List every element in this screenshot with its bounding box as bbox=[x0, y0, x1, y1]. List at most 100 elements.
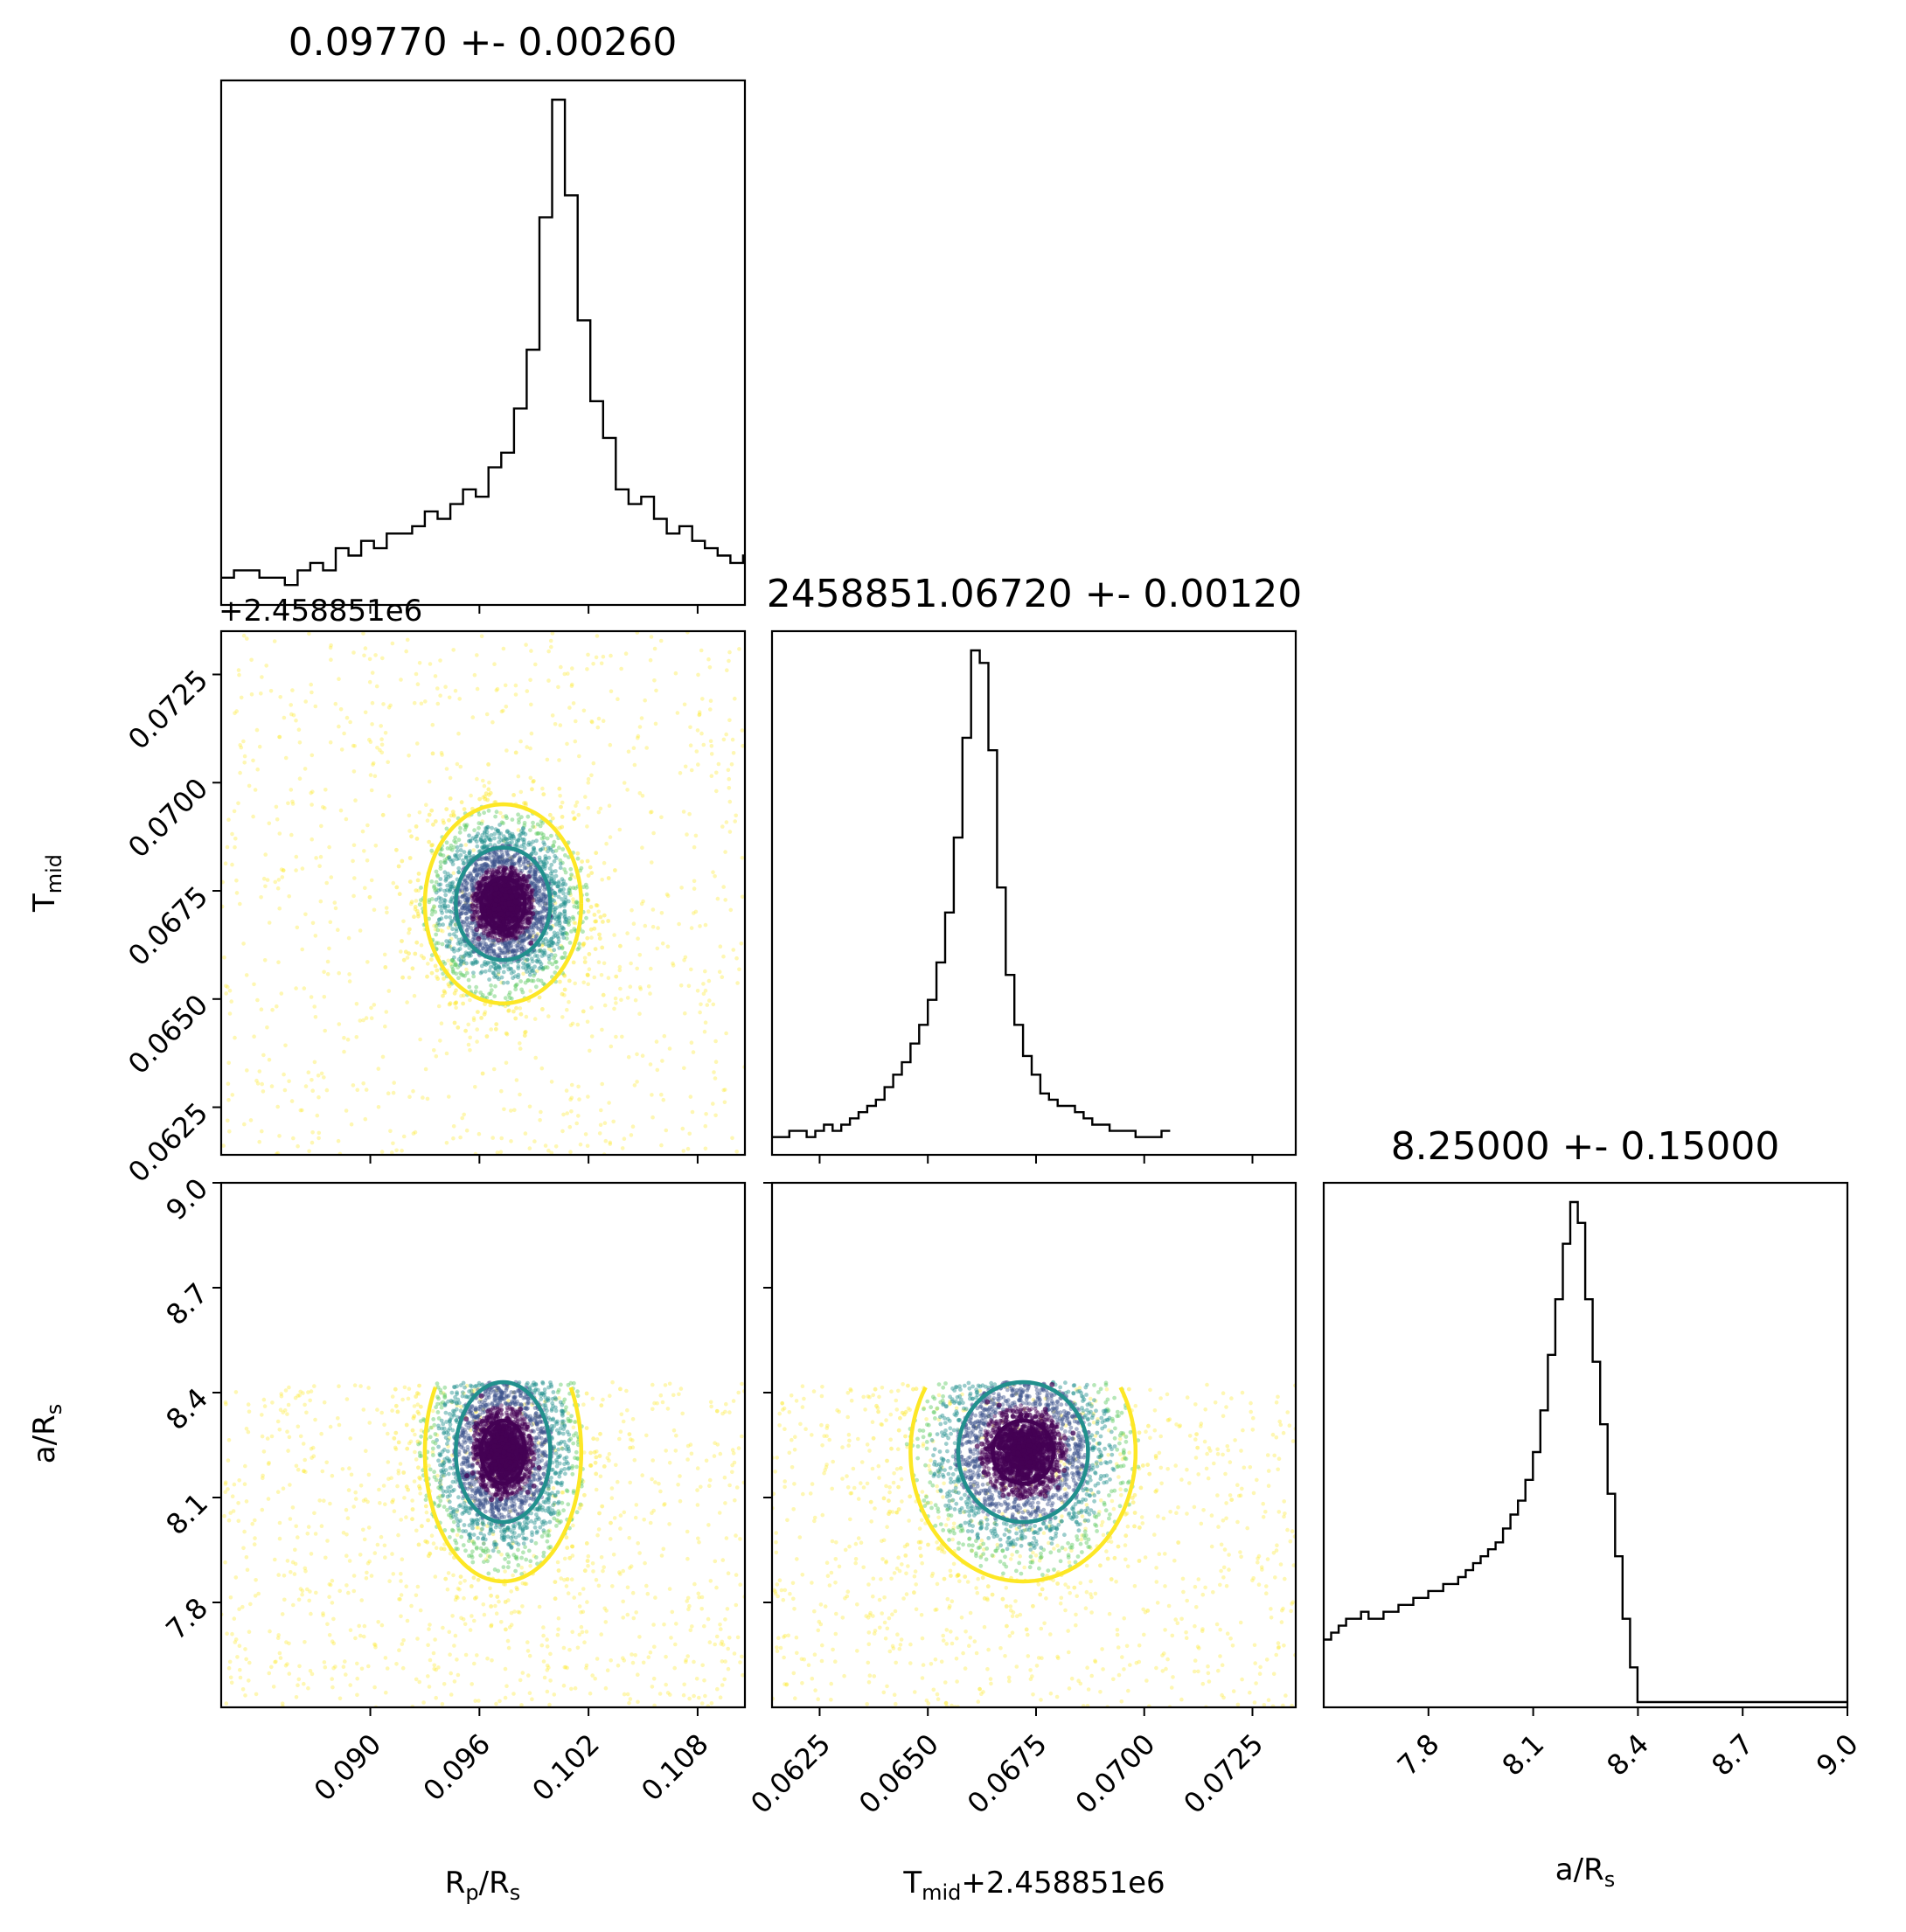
scatter-point bbox=[480, 993, 485, 997]
scatter-point bbox=[651, 1508, 656, 1513]
scatter-point bbox=[484, 857, 490, 862]
scatter-point bbox=[499, 980, 504, 985]
scatter-point bbox=[536, 927, 541, 931]
scatter-point bbox=[325, 972, 330, 976]
scatter-point bbox=[729, 762, 734, 767]
scatter-point bbox=[451, 970, 456, 975]
scatter-point bbox=[497, 953, 502, 957]
scatter-point bbox=[677, 1392, 681, 1397]
scatter-point bbox=[444, 840, 449, 845]
scatter-point bbox=[718, 1451, 723, 1456]
scatter-point bbox=[511, 949, 516, 954]
scatter-point bbox=[233, 1637, 239, 1642]
scatter-point bbox=[267, 921, 272, 925]
scatter-point bbox=[619, 1412, 624, 1417]
scatter-point bbox=[449, 843, 454, 848]
scatter-point bbox=[558, 928, 563, 933]
scatter-point bbox=[475, 1039, 479, 1044]
scatter-point bbox=[447, 695, 452, 700]
scatter-point bbox=[245, 1068, 249, 1073]
scatter-point bbox=[513, 750, 518, 755]
scatter-point bbox=[553, 900, 558, 906]
scatter-point bbox=[449, 895, 455, 900]
scatter-point bbox=[450, 958, 455, 963]
scatter-point bbox=[504, 705, 509, 709]
scatter-point bbox=[264, 664, 269, 668]
scatter-point bbox=[510, 949, 515, 954]
scatter-point bbox=[351, 743, 356, 748]
scatter-point bbox=[494, 851, 499, 857]
scatter-point bbox=[434, 886, 439, 892]
scatter-point bbox=[226, 984, 230, 990]
scatter-point bbox=[688, 1095, 693, 1099]
scatter-point bbox=[532, 824, 537, 830]
scatter-point bbox=[490, 942, 495, 948]
scatter-point bbox=[542, 842, 547, 847]
scatter-point bbox=[565, 1007, 569, 1012]
scatter-point bbox=[581, 1609, 586, 1615]
scatter-point bbox=[604, 1609, 609, 1613]
scatter-point bbox=[414, 824, 419, 829]
scatter-point bbox=[690, 1624, 694, 1629]
scatter-point bbox=[502, 882, 508, 888]
scatter-point bbox=[539, 1643, 545, 1648]
scatter-point bbox=[593, 947, 598, 951]
scatter-point bbox=[684, 1659, 688, 1664]
scatter-point bbox=[448, 944, 453, 949]
scatter-point bbox=[277, 906, 282, 911]
scatter-point bbox=[464, 1450, 469, 1455]
scatter-point bbox=[499, 857, 504, 861]
scatter-point bbox=[497, 831, 502, 836]
scatter-point bbox=[719, 1642, 723, 1646]
scatter-point bbox=[646, 984, 651, 989]
scatter-point bbox=[386, 705, 392, 710]
scatter-point bbox=[562, 973, 567, 978]
scatter-point bbox=[542, 952, 546, 957]
scatter-point bbox=[227, 1129, 232, 1134]
scatter-point bbox=[531, 874, 535, 879]
scatter-point bbox=[506, 1645, 511, 1651]
scatter-point bbox=[506, 900, 512, 907]
scatter-point bbox=[511, 935, 516, 941]
scatter-point bbox=[572, 921, 576, 925]
scatter-point bbox=[562, 911, 567, 916]
scatter-point bbox=[353, 1490, 358, 1495]
scatter-point bbox=[560, 1015, 565, 1019]
scatter-point bbox=[479, 634, 484, 639]
scatter-point bbox=[442, 976, 446, 981]
scatter-point bbox=[554, 905, 559, 910]
scatter-point bbox=[690, 1109, 695, 1115]
scatter-point bbox=[462, 961, 466, 966]
scatter-point bbox=[508, 906, 514, 912]
scatter-point bbox=[536, 1441, 541, 1445]
scatter-point bbox=[507, 889, 513, 895]
scatter-point bbox=[504, 841, 509, 846]
scatter-point bbox=[352, 1383, 358, 1387]
scatter-point bbox=[233, 1575, 239, 1580]
scatter-point bbox=[633, 997, 638, 1003]
scatter-point bbox=[344, 715, 350, 720]
scatter-point bbox=[366, 1664, 371, 1669]
scatter-point bbox=[371, 762, 375, 767]
scatter-point bbox=[463, 911, 468, 916]
scatter-point bbox=[616, 1479, 620, 1484]
scatter-point bbox=[630, 1124, 636, 1129]
scatter-point bbox=[581, 943, 586, 948]
scatter-point bbox=[482, 830, 487, 836]
scatter-point bbox=[449, 919, 455, 924]
scatter-point bbox=[415, 682, 421, 686]
scatter-point bbox=[226, 1438, 232, 1442]
scatter-point bbox=[261, 1473, 265, 1478]
scatter-point bbox=[470, 886, 474, 891]
scatter-point bbox=[282, 1088, 288, 1093]
scatter-point bbox=[253, 1594, 258, 1598]
scatter-point bbox=[631, 921, 636, 926]
scatter-point bbox=[499, 1620, 504, 1624]
scatter-point bbox=[508, 1509, 512, 1513]
scatter-point bbox=[246, 1429, 251, 1435]
scatter-point bbox=[525, 814, 531, 819]
scatter-point bbox=[504, 1060, 509, 1066]
scatter-point bbox=[520, 837, 525, 842]
scatter-point bbox=[229, 1680, 234, 1685]
scatter-point bbox=[412, 700, 417, 705]
